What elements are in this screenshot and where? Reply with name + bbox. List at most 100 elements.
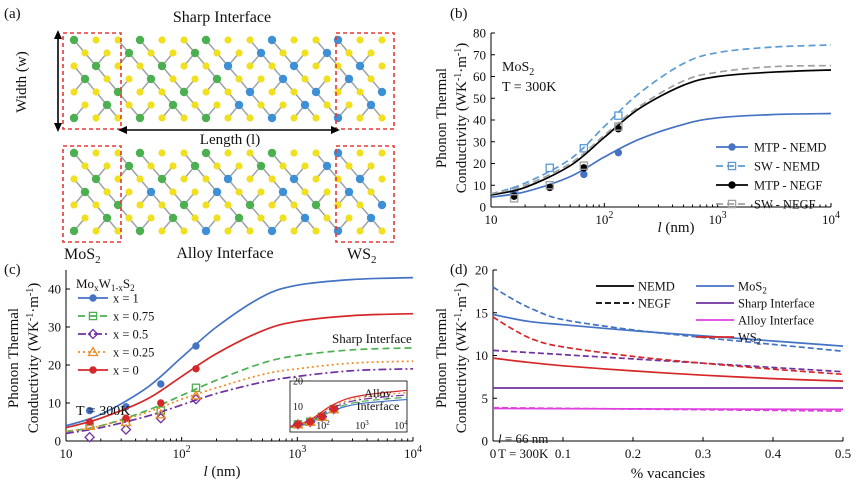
tungsten-atom (300, 100, 310, 110)
d-annot-l: l = 66 nm (498, 431, 548, 446)
sulfur-atom (290, 201, 298, 209)
sulfur-atom (224, 88, 232, 96)
molybdenum-atom (102, 100, 112, 110)
sulfur-atom (323, 214, 331, 222)
panel-a-label: (a) (4, 6, 21, 22)
sulfur-atom (279, 49, 287, 57)
sulfur-atom (235, 49, 243, 57)
sulfur-atom (367, 75, 375, 83)
c-ytick-label: 40 (48, 282, 61, 297)
molybdenum-atom (168, 100, 178, 110)
sulfur-atom (246, 227, 254, 235)
d-series-line-3-nemd (492, 357, 844, 382)
sulfur-atom (158, 88, 166, 96)
d-ytick-label: 20 (475, 263, 488, 278)
sulfur-atom (103, 162, 111, 170)
b-legend-marker (728, 181, 736, 189)
b-series-line-0 (490, 112, 832, 199)
b-data-point (510, 192, 518, 200)
c-data-point (83, 419, 96, 430)
sulfur-atom (257, 101, 265, 109)
sulfur-atom (290, 36, 298, 44)
sulfur-atom (147, 162, 155, 170)
c-data-point (155, 412, 167, 424)
molybdenum-atom (157, 174, 167, 184)
sulfur-atom (103, 49, 111, 57)
sulfur-atom (301, 162, 309, 170)
tungsten-atom (212, 187, 222, 197)
c-annot-temp: T = 300K (76, 404, 130, 419)
sulfur-atom (147, 101, 155, 109)
sulfur-atom (169, 188, 177, 196)
sulfur-atom (114, 175, 122, 183)
sharp-interface-lattice (69, 35, 387, 123)
sulfur-atom (92, 88, 100, 96)
panel-a-structure: (a) Sharp Interface Width (w) Length (l)… (4, 6, 395, 266)
sulfur-atom (213, 214, 221, 222)
sulfur-atom (323, 188, 331, 196)
c-data-point (192, 342, 200, 350)
b-data-point (614, 148, 623, 157)
b-data-point (580, 164, 588, 172)
molybdenum-atom (256, 161, 266, 171)
b-annot-material: MoS2 (502, 60, 534, 78)
tungsten-atom (245, 87, 255, 97)
c-ytick-label: 10 (48, 396, 61, 411)
tungsten-atom (322, 161, 332, 171)
inset-data-point (318, 413, 326, 421)
c-ytick-label: 0 (55, 434, 62, 449)
mos2-box-bottom (62, 145, 122, 243)
sulfur-atom (301, 49, 309, 57)
tungsten-atom (333, 148, 343, 158)
sulfur-atom (378, 62, 386, 70)
b-series-line-3 (490, 64, 832, 195)
tungsten-atom (366, 100, 376, 110)
c-data-point (155, 408, 167, 419)
sulfur-atom (312, 227, 320, 235)
sulfur-atom (180, 114, 188, 122)
b-ylabel-1: Phonon Thermal (434, 68, 450, 168)
sulfur-atom (191, 214, 199, 222)
d-xlabel: % vacancies (631, 466, 706, 482)
c-xtick-label: 104 (404, 444, 422, 461)
molybdenum-atom (113, 87, 123, 97)
length-label-bg (196, 131, 268, 147)
length-arrow-head-left (118, 126, 127, 134)
b-xtick-label: 102 (595, 210, 613, 227)
molybdenum-atom (135, 35, 145, 45)
sulfur-atom (356, 88, 364, 96)
inset-ytick-label: 20 (293, 377, 303, 388)
sulfur-atom (224, 36, 232, 44)
ws2-box-top (335, 32, 395, 130)
sulfur-atom (202, 62, 210, 70)
d-legend-label: Sharp Interface (738, 297, 815, 311)
molybdenum-atom (212, 74, 222, 84)
c-data-point (120, 416, 132, 427)
sulfur-atom (224, 149, 232, 157)
c-xtick-label: 103 (288, 444, 306, 461)
molybdenum-atom (190, 48, 200, 58)
molybdenum-atom (124, 48, 134, 58)
b-data-point (579, 161, 589, 170)
sulfur-atom (191, 101, 199, 109)
b-ylabel-2: Conductivity (WK-1·m-1) (453, 43, 470, 193)
sulfur-atom (180, 227, 188, 235)
b-legend-marker (727, 199, 737, 209)
d-legend-label: MoS2 (738, 280, 767, 296)
d-ytick-label: 10 (475, 348, 488, 363)
c-data-point (85, 406, 94, 415)
tungsten-atom (311, 87, 321, 97)
sulfur-atom (81, 49, 89, 57)
molybdenum-atom (91, 61, 101, 71)
sulfur-atom (70, 88, 78, 96)
c-ytick-label: 30 (48, 320, 61, 335)
sulfur-atom (158, 227, 166, 235)
tungsten-atom (300, 213, 310, 223)
sulfur-atom (290, 114, 298, 122)
b-xtick-label: 10 (485, 212, 498, 227)
c-legend-label: x = 0.5 (113, 328, 148, 342)
length-arrow-head-right (331, 126, 340, 134)
b-ytick-label: 70 (473, 47, 486, 62)
sulfur-atom (92, 149, 100, 157)
